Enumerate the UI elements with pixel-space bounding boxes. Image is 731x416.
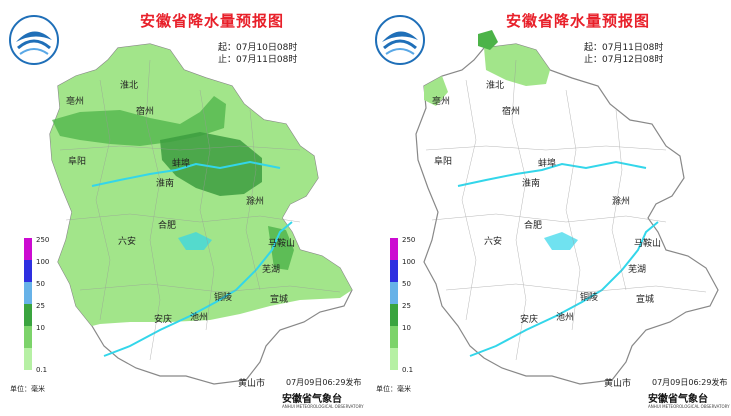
city-label: 宣城 (636, 295, 655, 305)
lake-chao (544, 232, 578, 250)
city-label: 阜阳 (434, 157, 453, 167)
legend-swatch (24, 238, 32, 260)
river-yangtze (103, 221, 293, 357)
city-label: 六安 (118, 237, 137, 247)
city-label: 淮南 (156, 179, 175, 189)
rain-area-light (484, 44, 550, 86)
city-label: 宣城 (270, 295, 289, 305)
precipitation-legend: 250 100 50 25 10 0.1 (390, 236, 420, 376)
legend-swatch (390, 326, 398, 348)
county-borders (425, 59, 707, 361)
city-label: 合肥 (158, 221, 177, 231)
city-label: 马鞍山 (268, 239, 296, 249)
city-label: 池州 (556, 313, 575, 323)
legend-label: 100 (36, 258, 50, 266)
city-label: 六安 (484, 237, 503, 247)
legend-label: 50 (402, 280, 411, 288)
unit-label: 单位：毫米 (10, 385, 45, 393)
city-label: 黄山市 (238, 379, 266, 389)
end-time: 止：07月11日08时 (218, 55, 298, 65)
city-label: 阜阳 (68, 157, 87, 167)
precipitation-map (415, 30, 719, 385)
legend-label: 10 (36, 324, 45, 332)
start-time: 起：07月10日08时 (218, 43, 298, 53)
city-label: 淮北 (120, 81, 139, 91)
legend-label: 25 (36, 302, 45, 310)
forecast-panel-day1: 安徽省降水量预报图 起：07月10日08时 止：07月11日08时 淮北 宿州 … (0, 0, 365, 416)
legend-label: 100 (402, 258, 416, 266)
city-label: 合肥 (524, 221, 543, 231)
legend-swatch (24, 260, 32, 282)
city-label: 安庆 (520, 315, 539, 325)
organization-name-en: ANHUI METEOROLOGICAL OBSERVATORY (648, 404, 730, 409)
city-label: 淮南 (522, 179, 541, 189)
rain-area-light-west (424, 76, 448, 106)
unit-label: 单位：毫米 (376, 385, 411, 393)
city-label: 亳州 (66, 97, 85, 107)
rain-area-mid-east (268, 226, 294, 270)
forecast-time-range: 起：07月10日08时 止：07月11日08时 (218, 42, 297, 66)
city-label: 铜陵 (580, 293, 599, 303)
legend-label: 10 (402, 324, 411, 332)
river-yangtze (469, 221, 659, 357)
forecast-panel-day2: 安徽省降水量预报图 起：07月11日08时 止：07月12日08时 淮北 宿州 … (366, 0, 731, 416)
legend-label: 50 (36, 280, 45, 288)
city-label: 宿州 (136, 107, 155, 117)
map-title: 安徽省降水量预报图 (140, 12, 285, 30)
legend-label: 0.1 (36, 366, 48, 374)
city-label: 芜湖 (262, 265, 281, 275)
city-label: 亳州 (432, 97, 451, 107)
legend-label: 0.1 (402, 366, 414, 374)
legend-swatch (24, 282, 32, 304)
meteorological-logo-icon (374, 14, 426, 66)
legend-swatch (24, 348, 32, 370)
legend-swatch (390, 282, 398, 304)
precipitation-legend: 250 100 50 25 10 0.1 (24, 236, 54, 376)
river-huai (457, 160, 647, 187)
organization-name-en: ANHUI METEOROLOGICAL OBSERVATORY (282, 404, 364, 409)
legend-swatch (390, 238, 398, 260)
precipitation-map (49, 43, 353, 385)
organization-name: 安徽省气象台 (648, 394, 708, 405)
city-label: 安庆 (154, 315, 173, 325)
legend-swatch (390, 260, 398, 282)
map-title: 安徽省降水量预报图 (506, 12, 651, 30)
city-label: 滁州 (246, 197, 265, 207)
city-label: 黄山市 (604, 379, 632, 389)
river-huai (91, 160, 281, 187)
city-label: 蚌埠 (172, 159, 191, 169)
city-label: 芜湖 (628, 265, 647, 275)
organization-name: 安徽省气象台 (282, 394, 342, 405)
rain-area-mid-central (160, 132, 262, 196)
release-time: 07月09日06:29发布 (652, 378, 728, 387)
forecast-time-range: 起：07月11日08时 止：07月12日08时 (584, 42, 663, 66)
city-label: 铜陵 (214, 293, 233, 303)
legend-label: 250 (36, 236, 50, 244)
county-borders (59, 59, 341, 361)
lake-chao (178, 232, 212, 250)
legend-swatch (24, 304, 32, 326)
city-label: 马鞍山 (634, 239, 662, 249)
city-label: 淮北 (486, 81, 505, 91)
start-time: 起：07月11日08时 (584, 43, 664, 53)
legend-swatch (390, 304, 398, 326)
city-label: 蚌埠 (538, 159, 557, 169)
meteorological-logo-icon (8, 14, 60, 66)
legend-label: 25 (402, 302, 411, 310)
legend-swatch (390, 348, 398, 370)
end-time: 止：07月12日08时 (584, 55, 664, 65)
rain-area-mid-north (52, 96, 226, 146)
city-label: 滁州 (612, 197, 631, 207)
legend-swatch (24, 326, 32, 348)
legend-label: 250 (402, 236, 416, 244)
city-label: 池州 (190, 313, 209, 323)
release-time: 07月09日06:29发布 (286, 378, 362, 387)
city-label: 宿州 (502, 107, 521, 117)
rain-area-mid-north (478, 30, 498, 50)
